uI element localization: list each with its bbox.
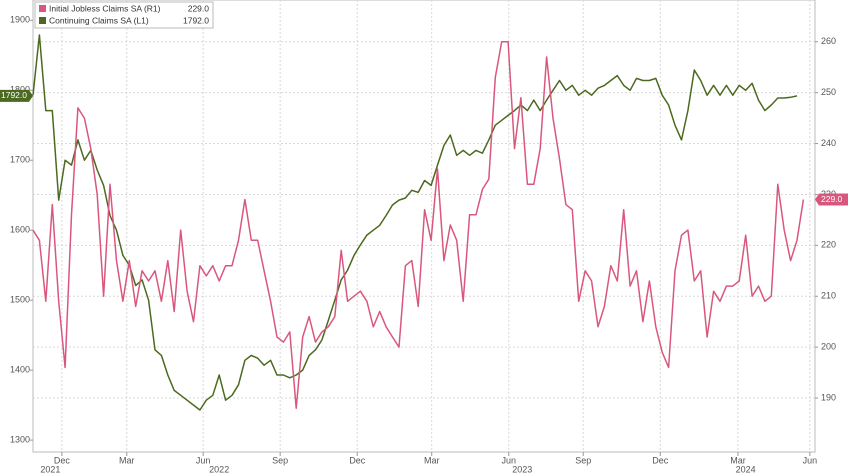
y-tick-label: 1800 — [10, 85, 30, 95]
y2-tick-label: 250 — [821, 87, 836, 97]
legend-value: 229.0 — [188, 3, 210, 13]
legend-label: Initial Jobless Claims SA (R1) — [49, 3, 161, 13]
y2-tick-label: 190 — [821, 392, 836, 402]
y-tick-label: 1700 — [10, 155, 30, 165]
legend-box — [34, 1, 214, 29]
x-tick-label: Dec — [652, 455, 669, 465]
year-label: 2024 — [736, 464, 756, 474]
legend-swatch — [39, 17, 46, 24]
value-flag-shape — [0, 89, 33, 102]
y2-tick-label: 210 — [821, 291, 836, 301]
y2-tick-label: 200 — [821, 342, 836, 352]
y-tick-label: 1600 — [10, 225, 30, 235]
series-line — [32, 40, 805, 409]
year-label: 2021 — [40, 464, 60, 474]
y2-tick-label: 260 — [821, 36, 836, 46]
year-label: 2022 — [209, 464, 229, 474]
y-tick-label: 1500 — [10, 295, 30, 305]
value-flag-label: 229.0 — [821, 194, 843, 204]
x-tick-label: Mar — [424, 455, 440, 465]
value-flag-shape — [815, 193, 848, 206]
x-tick-label: Sep — [272, 455, 288, 465]
y2-tick-label: 220 — [821, 240, 836, 250]
y2-tick-label: 240 — [821, 138, 836, 148]
value-flag: 229.0 — [815, 193, 848, 206]
y-tick-label: 1400 — [10, 365, 30, 375]
legend-value: 1792.0 — [183, 15, 209, 25]
x-tick-label: Jun — [196, 455, 211, 465]
x-tick-label: Mar — [119, 455, 135, 465]
x-tick-label: Jun — [803, 455, 818, 465]
x-tick-label: Sep — [575, 455, 591, 465]
y-tick-label: 1900 — [10, 15, 30, 25]
legend: Initial Jobless Claims SA (R1) 229.0 Conti… — [34, 1, 214, 29]
x-tick-label: Mar — [730, 455, 746, 465]
x-tick-label: Dec — [349, 455, 366, 465]
year-label: 2023 — [512, 464, 532, 474]
value-flag: 1792.0 — [0, 89, 33, 102]
value-flag-label: 1792.0 — [1, 90, 27, 100]
series-line — [32, 34, 798, 411]
x-tick-label: Jun — [501, 455, 516, 465]
x-tick-label: Dec — [54, 455, 71, 465]
legend-swatch — [39, 5, 46, 12]
y-tick-label: 1300 — [10, 434, 30, 444]
legend-label: Continuing Claims SA (L1) — [49, 15, 149, 25]
